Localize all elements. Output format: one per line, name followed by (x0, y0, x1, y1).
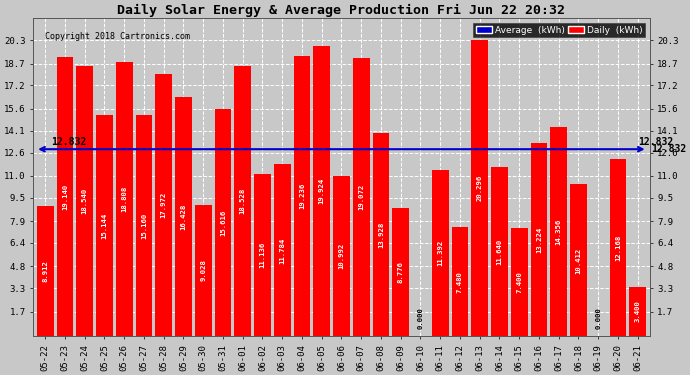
Bar (451, 227, 469, 336)
Title: Daily Solar Energy & Average Production Fri Jun 22 20:32: Daily Solar Energy & Average Production … (117, 4, 565, 17)
Bar (531, 144, 547, 336)
Text: Copyright 2018 Cartronics.com: Copyright 2018 Cartronics.com (45, 32, 190, 41)
Text: 17.972: 17.972 (161, 192, 167, 218)
Text: 10.992: 10.992 (338, 243, 344, 269)
Bar (195, 205, 212, 336)
Bar (274, 165, 290, 336)
Text: 8.912: 8.912 (42, 260, 48, 282)
Text: 12.168: 12.168 (615, 234, 621, 261)
Text: 19.140: 19.140 (62, 184, 68, 210)
Bar (293, 56, 310, 336)
Bar (393, 209, 409, 336)
Text: 13.928: 13.928 (378, 222, 384, 248)
Text: 12.832: 12.832 (51, 137, 86, 147)
Text: 13.224: 13.224 (536, 227, 542, 253)
Text: 15.144: 15.144 (101, 213, 108, 239)
Bar (570, 184, 586, 336)
Bar (333, 176, 350, 336)
Text: 12.832: 12.832 (638, 137, 673, 147)
Text: 0.000: 0.000 (417, 307, 424, 329)
Text: 15.160: 15.160 (141, 213, 147, 239)
Text: 3.400: 3.400 (635, 301, 640, 322)
Text: 19.072: 19.072 (358, 184, 364, 210)
Text: 8.776: 8.776 (397, 261, 404, 283)
Bar (471, 40, 488, 336)
Text: 11.392: 11.392 (437, 240, 443, 266)
Bar (135, 115, 152, 336)
Bar (77, 66, 93, 336)
Legend: Average  (kWh), Daily  (kWh): Average (kWh), Daily (kWh) (473, 23, 645, 38)
Text: 15.616: 15.616 (220, 209, 226, 236)
Bar (629, 287, 646, 336)
Text: 7.480: 7.480 (457, 271, 463, 293)
Text: 11.136: 11.136 (259, 242, 266, 268)
Bar (37, 206, 54, 336)
Bar (116, 62, 132, 336)
Text: 7.400: 7.400 (516, 272, 522, 293)
Bar (609, 159, 627, 336)
Bar (57, 57, 73, 336)
Bar (432, 170, 448, 336)
Bar (353, 58, 370, 336)
Text: 18.528: 18.528 (239, 188, 246, 214)
Text: 12.832: 12.832 (651, 144, 686, 154)
Bar (550, 127, 567, 336)
Text: 14.356: 14.356 (555, 219, 562, 245)
Bar (155, 74, 172, 336)
Text: 19.924: 19.924 (319, 178, 325, 204)
Text: 9.028: 9.028 (200, 260, 206, 281)
Bar (175, 97, 192, 336)
Text: 0.000: 0.000 (595, 307, 601, 329)
Text: 18.808: 18.808 (121, 186, 127, 212)
Bar (511, 228, 528, 336)
Text: 19.236: 19.236 (299, 183, 305, 209)
Bar (215, 109, 231, 336)
Text: 11.784: 11.784 (279, 237, 285, 264)
Text: 18.540: 18.540 (81, 188, 88, 214)
Bar (491, 166, 508, 336)
Bar (235, 66, 251, 336)
Bar (96, 116, 112, 336)
Bar (313, 46, 330, 336)
Text: 11.640: 11.640 (496, 238, 502, 265)
Text: 10.412: 10.412 (575, 247, 582, 273)
Text: 16.428: 16.428 (180, 203, 186, 229)
Text: 20.296: 20.296 (477, 175, 483, 201)
Bar (373, 133, 389, 336)
Bar (254, 174, 270, 336)
